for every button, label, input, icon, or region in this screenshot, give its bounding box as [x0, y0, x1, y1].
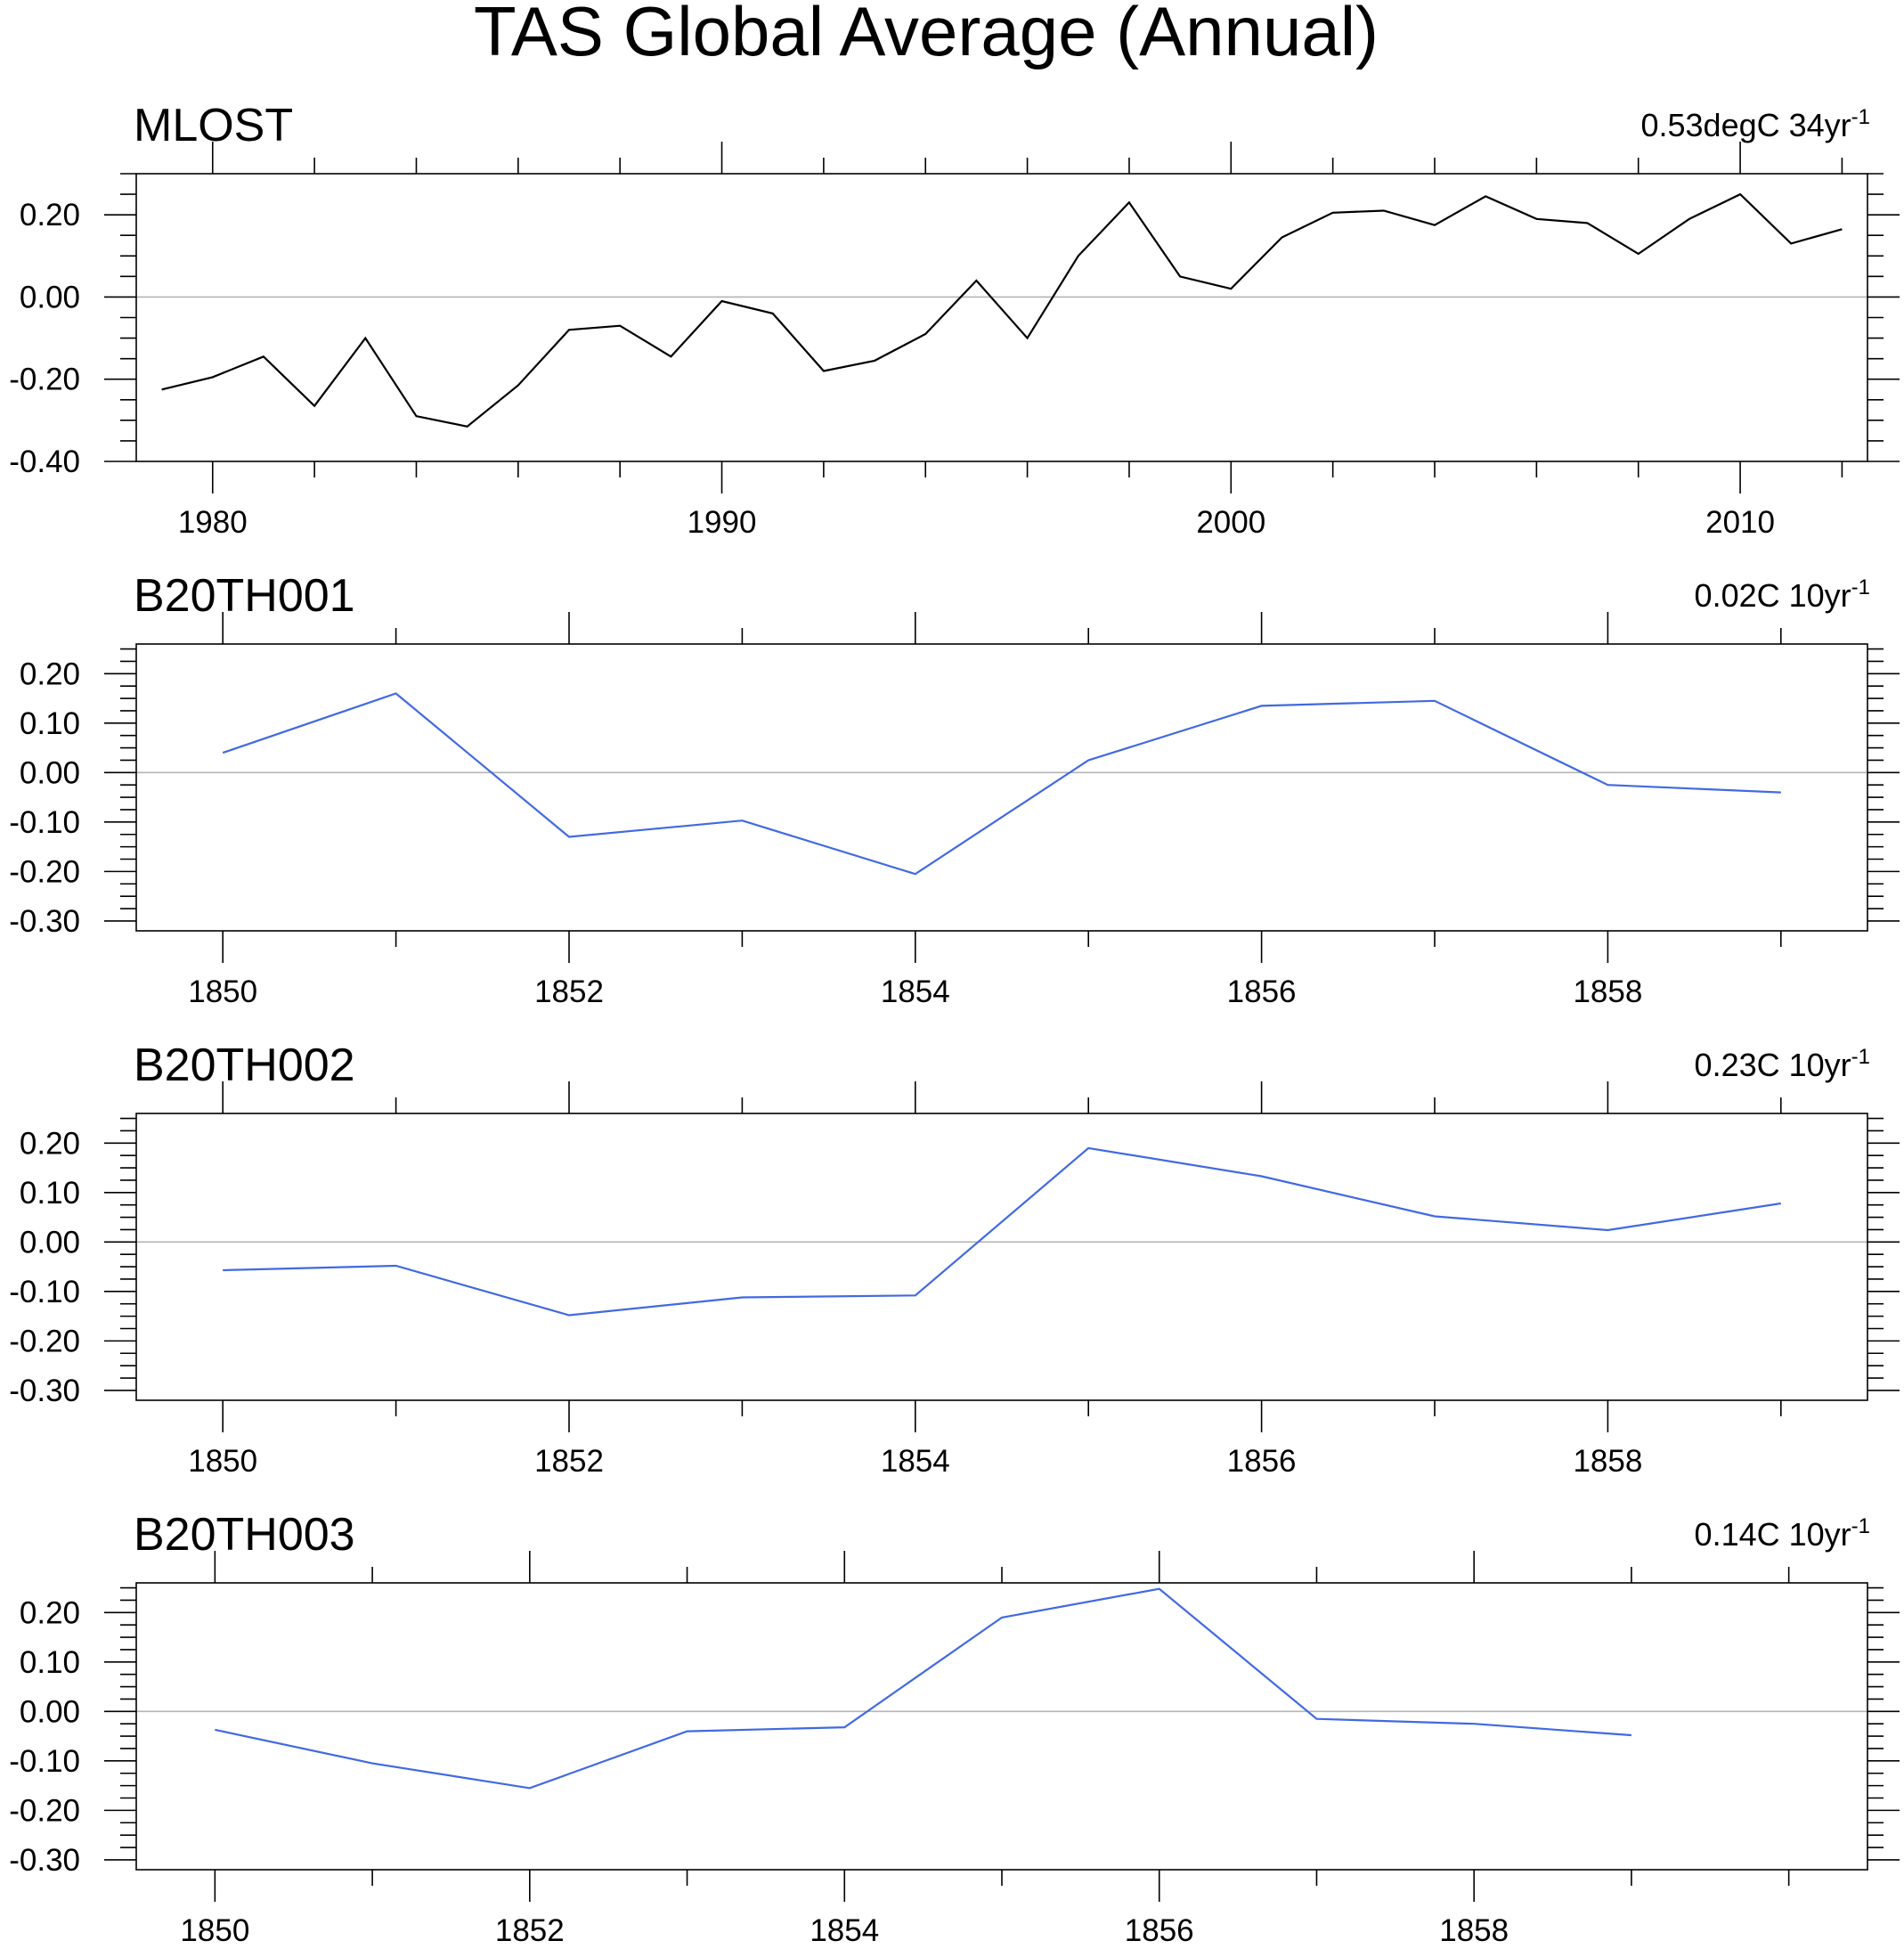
y-tick-label: -0.30 — [9, 1843, 80, 1878]
panel-title: B20TH003 — [134, 1509, 355, 1561]
plot-frame — [135, 1113, 1868, 1401]
trend-value: 0.02C 10yr — [1695, 577, 1851, 614]
x-tick-label: 1852 — [495, 1913, 565, 1948]
y-tick-label: 0.10 — [20, 1176, 80, 1211]
x-tick-label: 1858 — [1573, 1444, 1642, 1479]
trend-label: 0.02C 10yr-1 — [1695, 575, 1870, 614]
panel-b20th001: B20TH001 0.02C 10yr-1 1850 1852 1854 1856 1858… — [9, 570, 1900, 1009]
series-line — [223, 1146, 1781, 1317]
y-tick-label: 0.10 — [20, 706, 80, 741]
y-tick-label: 0.20 — [20, 656, 80, 691]
y-tick-label: -0.10 — [9, 1744, 80, 1779]
trend-label: 0.53degC 34yr-1 — [1640, 105, 1870, 143]
y-tick-label: -0.20 — [9, 1324, 80, 1358]
x-tick-label: 1856 — [1227, 1444, 1297, 1479]
y-tick-label: -0.20 — [9, 363, 80, 397]
y-tick-label: -0.10 — [9, 1275, 80, 1309]
y-tick-label: -0.40 — [9, 444, 80, 479]
figure-title: TAS Global Average (Annual) — [474, 0, 1379, 70]
x-tick-label: 1854 — [881, 1444, 950, 1479]
panel-title: B20TH001 — [134, 570, 355, 622]
y-tick-label: 0.20 — [20, 1126, 80, 1161]
trend-superscript: -1 — [1851, 105, 1870, 129]
x-tick-label: 1852 — [534, 1444, 604, 1479]
x-tick-label: 1850 — [188, 1444, 257, 1479]
trend-superscript: -1 — [1851, 1045, 1870, 1069]
panel-title: MLOST — [134, 100, 293, 151]
series-line — [161, 192, 1843, 428]
panel-title: B20TH002 — [134, 1040, 355, 1091]
y-tick-label: -0.10 — [9, 805, 80, 840]
trend-value: 0.23C 10yr — [1695, 1047, 1851, 1083]
trend-value: 0.14C 10yr — [1695, 1516, 1851, 1553]
y-tick-label: -0.20 — [9, 1793, 80, 1828]
trend-value: 0.53degC 34yr — [1640, 107, 1851, 143]
y-tick-label: 0.00 — [20, 1694, 80, 1729]
x-tick-label: 1850 — [188, 974, 257, 1009]
trend-label: 0.23C 10yr-1 — [1695, 1045, 1870, 1083]
panel-mlost: MLOST 0.53degC 34yr-1 1980 1990 2000 2010 -0.4… — [9, 100, 1900, 540]
y-tick-label: 0.20 — [20, 198, 80, 232]
x-tick-label: 1854 — [810, 1913, 879, 1948]
trend-superscript: -1 — [1851, 575, 1870, 599]
trend-label: 0.14C 10yr-1 — [1695, 1514, 1870, 1553]
x-tick-label: 1990 — [688, 505, 757, 540]
y-tick-label: 0.00 — [20, 1225, 80, 1260]
series-line — [222, 692, 1781, 876]
y-tick-label: 0.00 — [20, 755, 80, 790]
trend-superscript: -1 — [1851, 1514, 1870, 1538]
x-tick-label: 1854 — [881, 974, 950, 1009]
x-tick-label: 1850 — [180, 1913, 249, 1948]
y-tick-label: -0.20 — [9, 854, 80, 889]
y-tick-label: 0.20 — [20, 1595, 80, 1630]
plot-frame — [135, 173, 1868, 462]
x-tick-label: 2000 — [1196, 505, 1265, 540]
x-tick-label: 1852 — [534, 974, 604, 1009]
panel-b20th003: B20TH003 0.14C 10yr-1 1850 1852 1854 1856 1858… — [9, 1509, 1900, 1948]
y-tick-label: 0.00 — [20, 280, 80, 314]
x-tick-label: 1858 — [1573, 974, 1642, 1009]
series-line — [215, 1587, 1631, 1790]
x-tick-label: 2010 — [1705, 505, 1775, 540]
x-tick-label: 1856 — [1125, 1913, 1194, 1948]
plot-frame — [135, 1582, 1868, 1871]
y-tick-label: -0.30 — [9, 1374, 80, 1408]
panel-b20th002: B20TH002 0.23C 10yr-1 1850 1852 1854 1856 1858… — [9, 1040, 1900, 1479]
x-tick-label: 1980 — [178, 505, 248, 540]
plot-frame — [135, 643, 1868, 932]
y-tick-label: 0.10 — [20, 1645, 80, 1680]
x-tick-label: 1858 — [1439, 1913, 1509, 1948]
y-tick-label: -0.30 — [9, 904, 80, 939]
x-tick-label: 1856 — [1227, 974, 1297, 1009]
